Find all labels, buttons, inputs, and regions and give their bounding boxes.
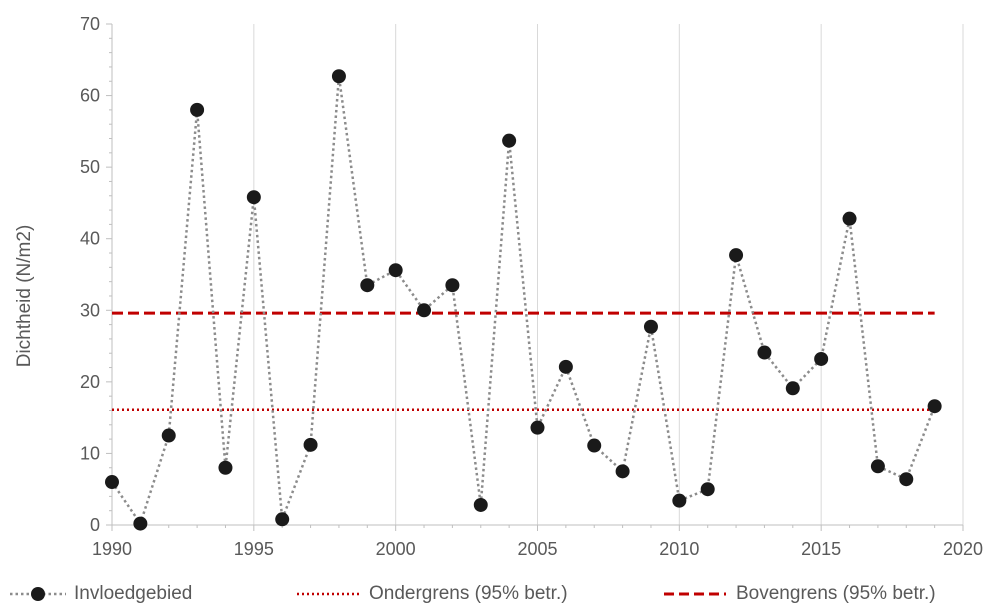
data-point bbox=[133, 516, 148, 531]
data-point bbox=[105, 475, 119, 490]
data-point bbox=[445, 278, 460, 293]
legend-symbol-dashed-line bbox=[664, 592, 726, 596]
data-point bbox=[417, 303, 432, 318]
x-tick-label: 2020 bbox=[943, 539, 983, 559]
invloedgebied-line bbox=[110, 76, 936, 527]
legend-item-invloedgebied: Invloedgebied bbox=[8, 583, 192, 605]
y-tick-label: 40 bbox=[80, 229, 100, 249]
legend-label: Ondergrens (95% betr.) bbox=[369, 583, 568, 604]
data-point bbox=[218, 460, 233, 475]
y-tick-label: 60 bbox=[80, 86, 100, 106]
data-point bbox=[814, 351, 829, 366]
legend-label: Bovengrens (95% betr.) bbox=[736, 583, 936, 604]
data-point bbox=[331, 69, 346, 84]
y-tick-label: 70 bbox=[80, 14, 100, 34]
data-point bbox=[530, 420, 545, 435]
tick-labels: 0 10 20 30 40 50 60 70 1990 1995 2000 2005 2010 2015 2… bbox=[80, 14, 983, 559]
y-axis-title: Dichtheid (N/m2) bbox=[14, 225, 35, 368]
x-tick-label: 1995 bbox=[234, 539, 274, 559]
data-point bbox=[360, 278, 375, 293]
axes bbox=[106, 23, 964, 531]
y-tick-label: 20 bbox=[80, 372, 100, 392]
data-point bbox=[870, 459, 885, 474]
data-point bbox=[388, 263, 403, 278]
data-point bbox=[473, 497, 488, 512]
legend-label: Invloedgebied bbox=[74, 583, 193, 604]
x-tick-label: 1990 bbox=[92, 539, 132, 559]
x-tick-label: 2005 bbox=[517, 539, 557, 559]
grid bbox=[253, 24, 964, 525]
data-point bbox=[729, 248, 744, 263]
data-point bbox=[785, 381, 800, 396]
data-point bbox=[190, 102, 205, 117]
data-point bbox=[303, 437, 318, 452]
data-point bbox=[700, 482, 715, 497]
data-point bbox=[643, 319, 658, 334]
series bbox=[105, 69, 942, 531]
data-point bbox=[757, 345, 772, 360]
data-point bbox=[275, 512, 290, 527]
y-tick-label: 30 bbox=[80, 300, 100, 320]
legend-symbol-dotted-line bbox=[297, 592, 359, 596]
data-point bbox=[161, 428, 176, 443]
x-tick-label: 2010 bbox=[659, 539, 699, 559]
data-point bbox=[587, 438, 602, 453]
y-tick-label: 10 bbox=[80, 443, 100, 463]
data-point bbox=[615, 464, 630, 479]
data-point bbox=[672, 493, 687, 508]
chart: 0 10 20 30 40 50 60 70 1990 1995 2000 2005 2010 2015 2… bbox=[14, 14, 983, 559]
legend-symbol-dotted-marker bbox=[10, 587, 66, 601]
y-tick-label: 50 bbox=[80, 157, 100, 177]
data-point bbox=[502, 133, 517, 148]
y-tick-label: 0 bbox=[90, 515, 100, 535]
x-tick-label: 2015 bbox=[801, 539, 841, 559]
legend: Invloedgebied Ondergrens (95% betr.) Bov… bbox=[0, 583, 991, 613]
legend-item-ondergrens: Ondergrens (95% betr.) bbox=[293, 583, 568, 605]
x-tick-label: 2000 bbox=[376, 539, 416, 559]
data-point bbox=[842, 211, 857, 226]
legend-item-bovengrens: Bovengrens (95% betr.) bbox=[660, 583, 936, 605]
data-point bbox=[246, 190, 261, 205]
data-point bbox=[927, 399, 942, 414]
data-point bbox=[899, 472, 914, 487]
data-point bbox=[558, 359, 573, 374]
